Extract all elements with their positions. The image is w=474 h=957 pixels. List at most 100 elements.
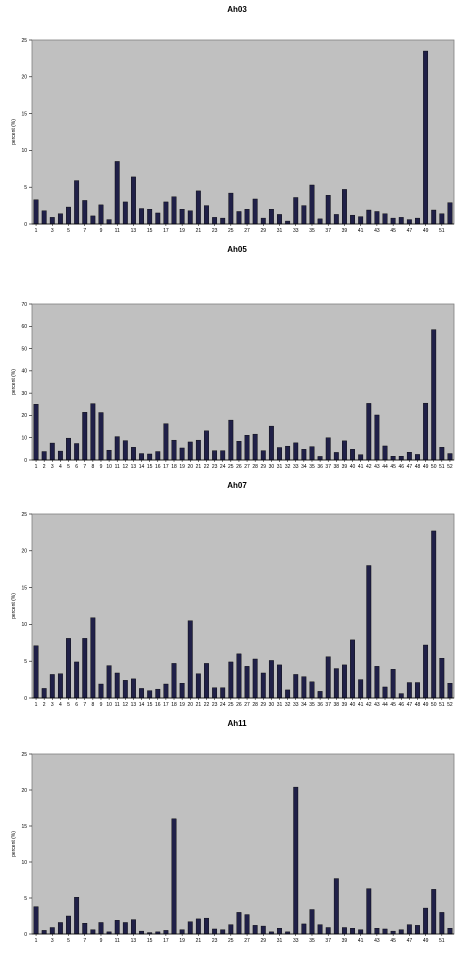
x-tick-label: 31 — [277, 702, 283, 708]
x-tick-label: 4 — [59, 464, 62, 470]
bar-10 — [106, 449, 112, 461]
x-tick-label: 9 — [100, 228, 103, 234]
bar-19 — [179, 447, 185, 461]
bar-4 — [57, 213, 63, 225]
x-tick-label: 29 — [261, 464, 267, 470]
bar-48 — [415, 682, 420, 699]
x-tick-label: 22 — [204, 464, 210, 470]
x-tick-label: 12 — [123, 464, 129, 470]
x-tick-label: 26 — [236, 464, 242, 470]
y-axis-label: percent (%) — [11, 831, 17, 857]
bar-18 — [171, 663, 177, 699]
bar-49 — [423, 907, 429, 935]
bar-31 — [277, 664, 282, 699]
x-tick-label: 41 — [358, 938, 364, 944]
x-tick-label: 14 — [139, 464, 145, 470]
bar-31 — [277, 214, 282, 225]
bar-17 — [163, 683, 169, 699]
bar-3 — [49, 674, 55, 699]
bar-12 — [122, 440, 128, 461]
bar-24 — [220, 450, 226, 461]
x-tick-label: 3 — [51, 228, 54, 234]
x-tick-label: 33 — [293, 938, 299, 944]
y-tick-label: 5 — [24, 896, 27, 902]
bar-39 — [342, 664, 347, 699]
x-tick-label: 19 — [179, 702, 185, 708]
x-tick-label: 33 — [293, 228, 299, 234]
bar-52 — [447, 453, 453, 461]
bar-19 — [179, 209, 185, 225]
x-tick-label: 16 — [155, 702, 161, 708]
x-tick-label: 3 — [51, 938, 54, 944]
x-tick-label: 33 — [293, 464, 299, 470]
y-tick-label: 10 — [21, 436, 27, 442]
x-tick-label: 21 — [196, 702, 202, 708]
x-tick-label: 13 — [131, 464, 137, 470]
bar-30 — [268, 425, 274, 461]
x-tick-label: 8 — [91, 464, 94, 470]
x-tick-label: 1 — [35, 938, 38, 944]
bar-30 — [268, 209, 274, 225]
bar-34 — [301, 449, 307, 461]
x-tick-label: 15 — [147, 464, 153, 470]
x-tick-label: 28 — [252, 702, 258, 708]
bar-2 — [41, 210, 47, 225]
x-tick-label: 39 — [342, 702, 348, 708]
bar-9 — [98, 922, 104, 935]
x-tick-label: 17 — [163, 938, 169, 944]
bar-13 — [131, 176, 136, 225]
y-tick-label: 10 — [21, 860, 27, 866]
bar-22 — [204, 205, 209, 225]
bar-31 — [277, 447, 282, 461]
y-tick-label: 70 — [21, 302, 27, 308]
bar-19 — [179, 929, 185, 935]
x-tick-label: 27 — [244, 464, 250, 470]
bar-5 — [66, 206, 71, 225]
x-tick-label: 51 — [439, 702, 445, 708]
x-tick-label: 13 — [131, 228, 137, 234]
bar-49 — [423, 644, 429, 699]
bar-43 — [374, 928, 380, 935]
bar-5 — [66, 638, 71, 699]
bar-22 — [204, 917, 209, 935]
x-tick-label: 9 — [100, 702, 103, 708]
x-tick-label: 27 — [244, 702, 250, 708]
bar-28 — [252, 658, 258, 699]
bar-33 — [293, 442, 299, 461]
x-tick-label: 7 — [83, 464, 86, 470]
x-tick-label: 23 — [212, 938, 218, 944]
bar-2 — [41, 930, 47, 935]
x-tick-label: 19 — [179, 938, 185, 944]
bar-41 — [358, 929, 364, 935]
bar-27 — [244, 666, 250, 699]
bar-6 — [74, 443, 80, 461]
y-tick-label: 5 — [24, 659, 27, 665]
bar-51 — [439, 213, 445, 225]
x-tick-label: 24 — [220, 702, 226, 708]
x-tick-label: 17 — [163, 702, 169, 708]
x-tick-label: 21 — [196, 228, 202, 234]
bar-11 — [114, 920, 120, 935]
bar-34 — [301, 676, 307, 699]
chart-title: Ah11 — [227, 719, 247, 728]
x-tick-label: 47 — [407, 464, 413, 470]
bar-47 — [406, 219, 412, 225]
x-tick-label: 4 — [59, 702, 62, 708]
x-tick-label: 15 — [147, 938, 153, 944]
x-tick-label: 47 — [407, 938, 413, 944]
bar-50 — [431, 889, 437, 935]
x-tick-label: 49 — [423, 464, 429, 470]
x-tick-label: 7 — [83, 228, 86, 234]
bar-17 — [163, 423, 169, 461]
bar-42 — [366, 565, 372, 699]
bar-36 — [317, 691, 323, 699]
x-tick-label: 35 — [309, 228, 315, 234]
bar-29 — [260, 925, 266, 935]
x-tick-label: 37 — [325, 938, 331, 944]
x-tick-label: 41 — [358, 702, 364, 708]
x-tick-label: 13 — [131, 702, 137, 708]
x-tick-label: 46 — [398, 464, 404, 470]
y-tick-label: 40 — [21, 369, 27, 375]
bar-44 — [382, 928, 388, 935]
